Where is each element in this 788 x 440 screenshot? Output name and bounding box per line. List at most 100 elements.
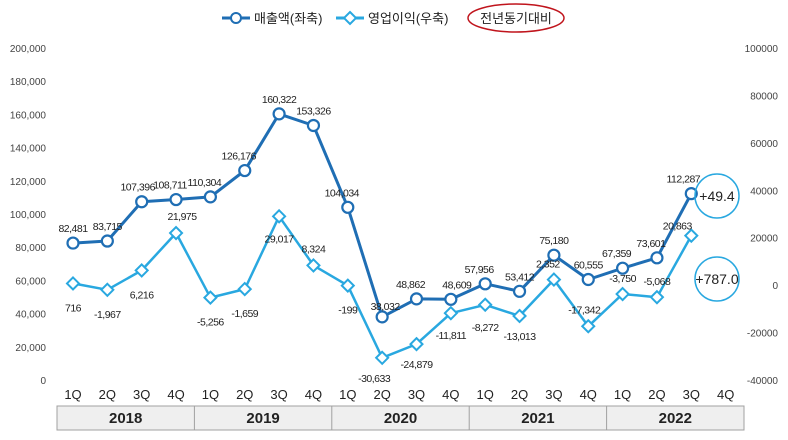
yoy-profit-circle (694, 256, 740, 302)
sales-data-label: 48,609 (442, 279, 472, 291)
sales-point (375, 310, 389, 324)
quarter-label: 4Q (717, 387, 734, 402)
operating-profit-point (546, 272, 562, 287)
sales-point (341, 200, 355, 214)
left-axis-tick-label: 60,000 (15, 276, 46, 287)
sales-point (615, 261, 630, 275)
left-axis-tick-label: 0 (40, 376, 46, 387)
right-axis-tick-label: 20000 (750, 234, 778, 245)
operating-profit-point (237, 281, 253, 297)
left-axis-tick-label: 40,000 (15, 310, 46, 321)
quarter-label: 3Q (683, 387, 700, 402)
right-axis-tick-label: 60000 (750, 139, 778, 150)
operating-profit-point (271, 208, 287, 224)
sales-data-label: 108,711 (153, 180, 187, 192)
left-axis-tick-label: 120,000 (10, 177, 47, 188)
operating-profit-data-label: -5,068 (644, 276, 671, 288)
sales-point (66, 236, 80, 250)
operating-profit-point (99, 282, 115, 298)
sales-point (203, 190, 217, 204)
legend-sales-label: 매출액(좌축) (254, 11, 322, 26)
quarter-label: 4Q (442, 387, 459, 402)
year-band (56, 405, 745, 431)
sales-data-label: 67,359 (602, 248, 632, 260)
quarter-label: 2Q (511, 387, 528, 402)
sales-data-label: 112,287 (666, 174, 700, 186)
right-axis-tick-label: 80000 (750, 91, 778, 102)
sales-point (581, 272, 595, 287)
right-axis-tick-label: -40000 (747, 376, 779, 387)
quarter-label: 4Q (167, 387, 184, 402)
left-axis-tick-label: 180,000 (10, 77, 47, 88)
operating-profit-data-label: -5,256 (197, 317, 224, 329)
yoy-sales-circle (694, 173, 740, 219)
operating-profit-data-label: 21,975 (167, 211, 197, 223)
sales-data-label: 82,481 (58, 223, 88, 235)
quarter-label: 2Q (648, 387, 665, 402)
right-axis-tick-label: -20000 (747, 329, 779, 340)
legend-sales-marker (230, 12, 242, 24)
right-axis-tick-label: 100000 (745, 44, 779, 55)
legend-profit-marker (342, 10, 358, 26)
legend-yoy-ellipse (467, 3, 565, 33)
operating-profit-point (65, 276, 81, 291)
yoy-profit-label: +787.0 (695, 271, 738, 287)
operating-profit-data-label: -17,342 (568, 304, 601, 316)
operating-profit-point (512, 308, 527, 324)
right-axis-tick-label: 0 (772, 281, 778, 292)
sales-data-label: 48,862 (396, 279, 426, 291)
legend: 매출액(좌축) 영업이익(우축) 전년동기대비 (222, 3, 565, 33)
quarter-label: 4Q (580, 387, 597, 402)
quarter-label: 2Q (373, 387, 390, 402)
operating-profit-data-label: -24,879 (400, 359, 433, 371)
operating-profit-data-label: -1,659 (231, 308, 258, 320)
operating-profit-data-label: -30,633 (358, 373, 391, 385)
quarter-label: 1Q (614, 387, 631, 402)
left-axis-tick-label: 160,000 (10, 110, 47, 121)
operating-profit-data-label: 20,863 (663, 221, 693, 233)
operating-profit-point (374, 350, 390, 366)
sales-series-line (72, 112, 693, 319)
left-axis-tick-label: 80,000 (15, 243, 46, 254)
sales-point (238, 163, 252, 178)
quarter-label: 2Q (99, 387, 116, 402)
operating-profit-data-label: 8,324 (302, 243, 326, 255)
year-label: 2020 (384, 410, 417, 427)
sales-data-label: 38,032 (371, 301, 401, 313)
yoy-sales-label: +49.4 (699, 188, 735, 204)
quarter-label: 4Q (305, 387, 322, 402)
sales-data-label: 104,034 (325, 187, 360, 199)
operating-profit-point (580, 318, 596, 334)
quarter-label: 3Q (270, 387, 287, 402)
sales-point (272, 107, 286, 121)
operating-profit-series-line (72, 215, 693, 360)
legend-profit-label: 영업이익(우축) (368, 11, 448, 26)
sales-data-label: 126,176 (222, 151, 257, 163)
sales-data-label: 153,326 (296, 105, 331, 117)
quarter-label: 1Q (64, 387, 81, 402)
year-label: 2021 (521, 410, 554, 427)
year-label: 2019 (246, 410, 279, 427)
operating-profit-point (202, 290, 218, 306)
sales-data-label: 57,956 (465, 264, 495, 276)
sales-point (135, 195, 149, 209)
sales-point (547, 248, 561, 262)
operating-profit-data-label: -3,750 (609, 273, 636, 285)
sales-data-label: 60,555 (574, 259, 604, 271)
sales-point (684, 187, 698, 201)
operating-profit-data-label: 6,216 (130, 289, 154, 301)
legend-yoy-label: 전년동기대비 (480, 11, 552, 26)
x-axis: 1Q 2Q 3Q 4Q 1Q 2Q 3Q 4Q 1Q 2Q 3Q 4Q 1Q 2Q 3Q 4Q 1Q 2Q 3Q 4Q… (56, 387, 745, 431)
operating-profit-point (168, 225, 184, 241)
left-axis-tick-label: 20,000 (15, 343, 46, 354)
axes: 0 20,000 40,000 60,000 80,000 100,000 120,000 1… (10, 44, 779, 387)
operating-profit-data-label: -199 (338, 305, 358, 317)
operating-profit-point (409, 336, 424, 352)
left-axis-tick-label: 140,000 (10, 144, 47, 155)
operating-profit-data-label: -1,967 (94, 309, 121, 321)
sales-point (169, 192, 183, 207)
quarter-label: 1Q (339, 387, 356, 402)
quarter-label: 3Q (408, 387, 425, 402)
